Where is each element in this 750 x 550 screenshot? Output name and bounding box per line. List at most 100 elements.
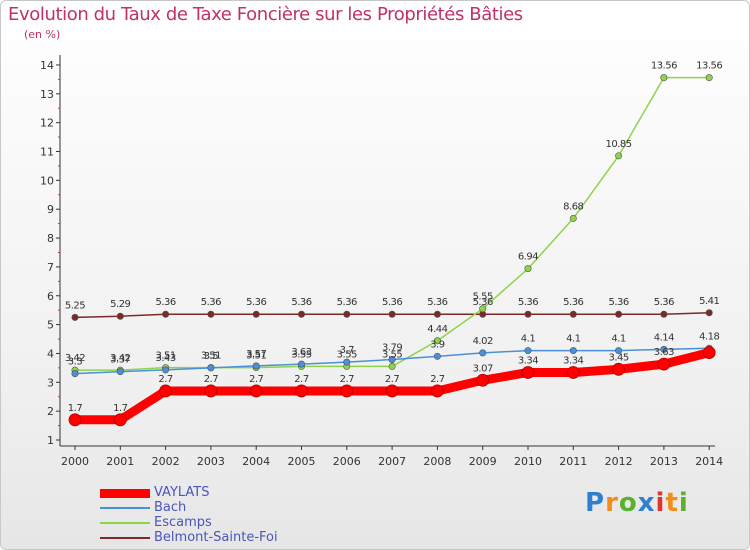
data-label: 4.18 — [699, 331, 719, 342]
y-tick-label: 11 — [40, 146, 54, 159]
data-label: 3.43 — [155, 353, 175, 364]
logo-letter: r — [605, 488, 619, 518]
data-label: 2.7 — [294, 374, 309, 385]
data-label: 4.44 — [427, 324, 447, 335]
data-point — [207, 310, 215, 318]
data-label: 3.45 — [608, 352, 628, 363]
logo-letter: o — [618, 488, 638, 518]
data-label: 3.55 — [382, 349, 402, 360]
y-tick-label: 9 — [47, 203, 54, 216]
data-point — [385, 384, 399, 398]
logo-letter: x — [637, 488, 656, 518]
data-label: 4.14 — [654, 332, 674, 343]
data-point — [612, 362, 625, 376]
data-label: 5.36 — [518, 297, 538, 308]
data-label: 13.56 — [651, 61, 677, 72]
data-label: 3.9 — [430, 339, 445, 350]
x-tick-label: 2009 — [469, 455, 497, 468]
legend-swatch — [100, 489, 150, 498]
data-point — [252, 362, 260, 370]
data-label: 5.36 — [563, 297, 583, 308]
x-tick-label: 2006 — [333, 455, 361, 468]
data-point — [660, 310, 668, 318]
y-tick-label: 10 — [40, 174, 54, 187]
x-tick-label: 2007 — [378, 455, 406, 468]
data-label: 5.25 — [65, 300, 85, 311]
data-label: 3.55 — [291, 349, 311, 360]
data-label: 4.1 — [611, 334, 626, 345]
data-point — [615, 347, 623, 355]
data-point — [430, 384, 444, 398]
y-tick-label: 8 — [47, 232, 54, 245]
data-point — [615, 310, 623, 318]
data-label: 5.36 — [246, 297, 266, 308]
data-point — [524, 310, 532, 318]
data-label: 4.1 — [521, 334, 536, 345]
y-tick-label: 5 — [47, 319, 54, 332]
x-tick-label: 2008 — [423, 455, 451, 468]
data-label: 3.34 — [518, 355, 538, 366]
data-point — [660, 345, 668, 353]
data-point — [71, 370, 79, 378]
y-tick-label: 7 — [47, 261, 54, 274]
data-label: 3.51 — [201, 351, 221, 362]
x-tick-label: 2001 — [106, 455, 134, 468]
data-point — [569, 310, 577, 318]
y-tick-label: 6 — [47, 290, 54, 303]
data-point — [566, 366, 580, 379]
data-point — [479, 305, 487, 313]
y-tick-label: 3 — [47, 376, 54, 389]
data-point — [476, 373, 490, 387]
x-tick-label: 2012 — [605, 455, 633, 468]
data-label: 2.7 — [249, 374, 264, 385]
data-point — [433, 337, 441, 345]
data-point — [116, 368, 124, 376]
data-label: 3.37 — [110, 355, 130, 366]
data-label: 3.51 — [246, 351, 266, 362]
data-label: 2.7 — [385, 374, 400, 385]
data-point — [295, 384, 308, 398]
data-point — [343, 310, 351, 318]
logo-letter: t — [665, 488, 679, 518]
data-point — [343, 358, 351, 366]
legend-swatch — [100, 522, 150, 524]
data-point — [615, 152, 623, 160]
y-tick-label: 1 — [47, 434, 54, 447]
data-label: 13.56 — [696, 61, 722, 72]
data-label: 3.07 — [473, 363, 493, 374]
data-point — [249, 384, 263, 398]
x-tick-label: 2011 — [559, 455, 587, 468]
x-tick-label: 2003 — [197, 455, 225, 468]
data-label: 3.63 — [291, 347, 311, 358]
data-label: 3.79 — [382, 343, 402, 354]
data-point — [340, 384, 354, 398]
data-point — [252, 310, 260, 318]
data-point — [479, 349, 487, 357]
data-label: 5.36 — [382, 297, 402, 308]
data-label: 5.36 — [337, 297, 357, 308]
data-point — [388, 310, 396, 318]
data-label: 3.7 — [340, 345, 355, 356]
series-line-escamps — [74, 76, 710, 371]
data-point — [388, 356, 396, 364]
data-label: 8.68 — [563, 201, 583, 212]
data-point — [524, 265, 532, 273]
data-label: 3.34 — [563, 355, 583, 366]
y-tick-label: 2 — [47, 405, 54, 418]
data-label: 1.7 — [113, 403, 128, 414]
data-point — [524, 347, 532, 355]
data-point — [705, 74, 713, 82]
data-point — [569, 347, 577, 355]
data-point — [204, 384, 218, 398]
data-point — [388, 362, 396, 370]
data-label: 5.36 — [654, 297, 674, 308]
data-point — [705, 309, 713, 317]
data-point — [657, 357, 671, 371]
data-label: 5.36 — [201, 297, 221, 308]
data-point — [162, 366, 170, 374]
legend-label: Escamps — [154, 515, 212, 530]
data-label: 1.7 — [68, 403, 83, 414]
data-label: 3.42 — [65, 353, 85, 364]
